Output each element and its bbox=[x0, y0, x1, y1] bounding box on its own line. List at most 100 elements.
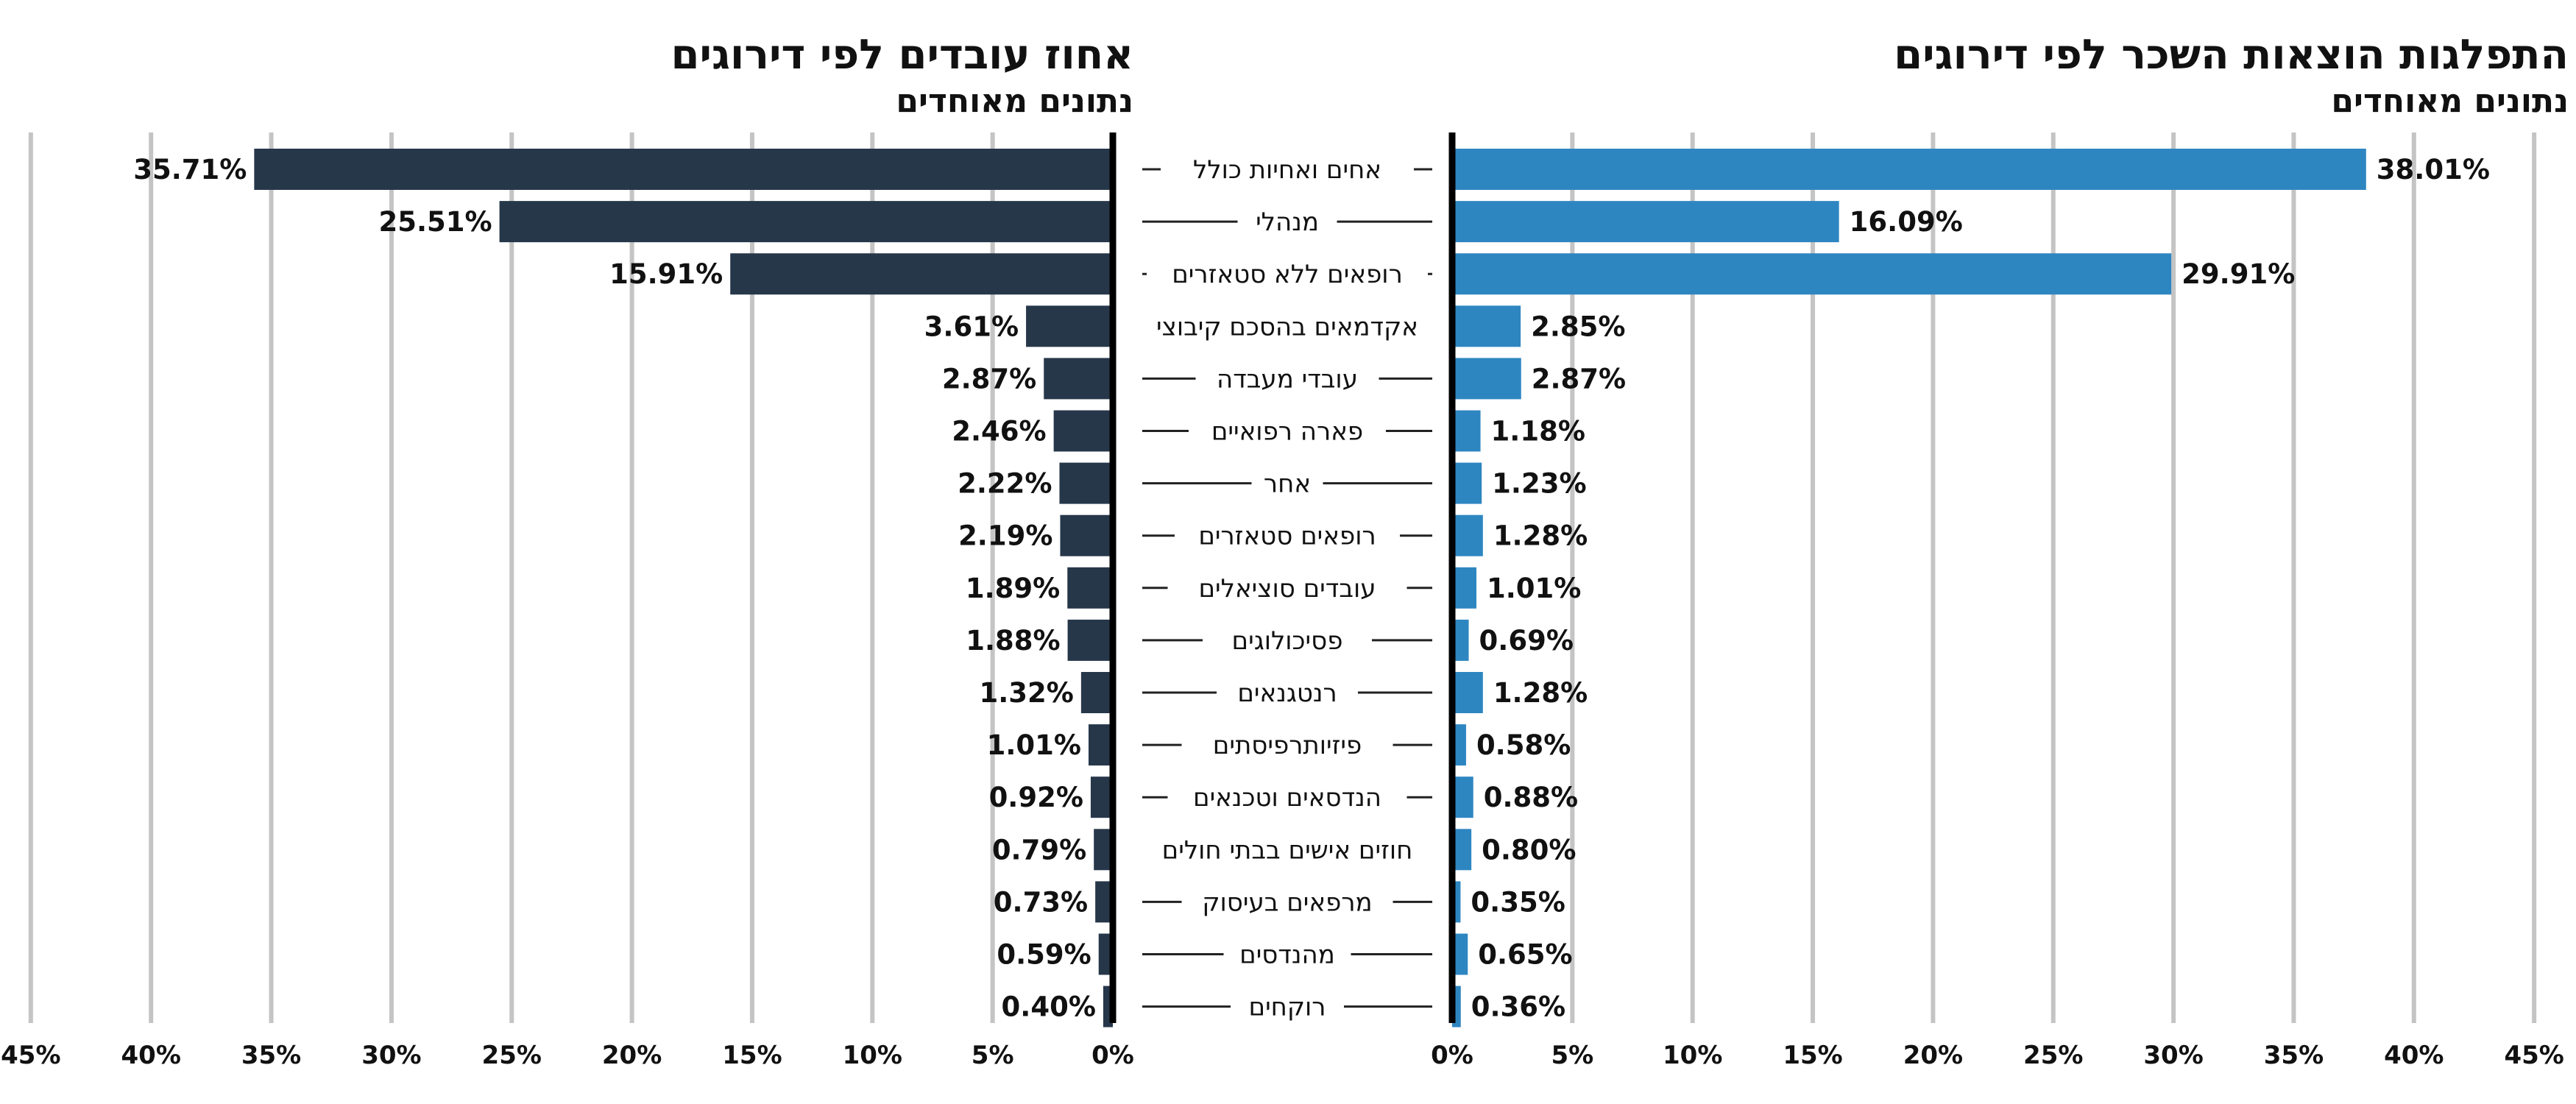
right-bar-value-label: 1.18% bbox=[1491, 416, 1585, 447]
left-bar-value-label: 0.40% bbox=[1002, 991, 1096, 1023]
right-x-tick-label: 35% bbox=[2264, 1041, 2324, 1070]
left-bar-value-label: 1.32% bbox=[980, 677, 1074, 709]
right-bar-value-label: 38.01% bbox=[2377, 154, 2490, 185]
category-label: חוזים אישים בבתי חולים bbox=[1162, 835, 1413, 865]
category-label-backdrop bbox=[1217, 676, 1358, 709]
right-bar bbox=[1452, 619, 1469, 661]
category-label: הנדסאים וטכנאים bbox=[1193, 783, 1381, 813]
category-label: מרפאים בעיסוק bbox=[1202, 888, 1372, 917]
left-bar-value-label: 2.22% bbox=[958, 468, 1052, 500]
left-x-tick-label: 0% bbox=[1091, 1041, 1134, 1070]
left-bar bbox=[1098, 933, 1113, 975]
category-label-backdrop bbox=[1203, 623, 1372, 657]
right-bar-value-label: 0.69% bbox=[1479, 625, 1574, 657]
left-bar-value-label: 0.92% bbox=[989, 782, 1083, 813]
right-bar-value-label: 2.85% bbox=[1531, 311, 1625, 342]
category-label-backdrop bbox=[1167, 571, 1407, 604]
right-bar bbox=[1452, 776, 1473, 818]
right-bar bbox=[1452, 881, 1461, 923]
right-chart-subtitle: נתונים מאוחדים bbox=[2331, 82, 2569, 120]
left-bar-value-label: 2.46% bbox=[952, 416, 1046, 447]
right-bar-value-label: 29.91% bbox=[2182, 258, 2295, 290]
left-bar-value-label: 1.89% bbox=[966, 573, 1060, 604]
category-label-backdrop bbox=[1195, 362, 1379, 395]
category-label-backdrop bbox=[1133, 310, 1442, 343]
left-bar bbox=[1060, 514, 1113, 556]
category-label-backdrop bbox=[1181, 885, 1393, 919]
left-bar-value-label: 1.01% bbox=[987, 729, 1081, 761]
right-bar-value-label: 0.35% bbox=[1471, 886, 1565, 918]
right-bar bbox=[1452, 149, 2366, 190]
right-x-tick-label: 5% bbox=[1551, 1041, 1593, 1070]
right-x-tick-label: 45% bbox=[2504, 1041, 2563, 1070]
right-bar-value-label: 1.28% bbox=[1493, 677, 1588, 709]
right-bar-value-label: 0.36% bbox=[1471, 991, 1565, 1023]
left-bar bbox=[1067, 619, 1113, 661]
left-bar-value-label: 35.71% bbox=[133, 154, 247, 185]
right-bar bbox=[1452, 933, 1468, 975]
category-label-backdrop bbox=[1189, 414, 1386, 447]
left-bar bbox=[499, 201, 1113, 243]
right-bar-value-label: 0.58% bbox=[1476, 729, 1571, 761]
category-label: מהנדסים bbox=[1239, 941, 1335, 970]
left-chart-subtitle: נתונים מאוחדים bbox=[896, 82, 1133, 120]
right-bar-value-label: 1.23% bbox=[1492, 468, 1586, 500]
category-label: פארה רפואיים bbox=[1211, 417, 1363, 447]
right-bar bbox=[1452, 253, 2172, 295]
right-x-tick-label: 15% bbox=[1783, 1041, 1842, 1070]
category-label: אחר bbox=[1264, 470, 1311, 499]
left-x-tick-label: 30% bbox=[361, 1041, 421, 1070]
category-label: רוקחים bbox=[1249, 993, 1326, 1022]
category-label-backdrop bbox=[1181, 729, 1393, 762]
left-bar bbox=[1067, 567, 1113, 609]
left-bar-value-label: 1.88% bbox=[966, 625, 1060, 657]
category-label: רנטגנאים bbox=[1237, 679, 1337, 708]
right-bar bbox=[1452, 201, 1839, 243]
right-bar bbox=[1452, 305, 1521, 347]
right-x-tick-label: 30% bbox=[2143, 1041, 2203, 1070]
right-bar bbox=[1452, 724, 1466, 766]
left-chart-title: אחוז עובדים לפי דירוגים bbox=[670, 31, 1134, 79]
category-label-backdrop bbox=[1231, 990, 1344, 1023]
right-chart-title: התפלגות הוצאות השכר לפי דירוגים bbox=[1894, 31, 2569, 79]
right-x-tick-label: 0% bbox=[1431, 1041, 1473, 1070]
category-label: אקדמאים בהסכם קיבוצי bbox=[1156, 312, 1418, 342]
category-label-backdrop bbox=[1223, 938, 1351, 971]
right-bar bbox=[1452, 567, 1476, 609]
right-bar-value-label: 16.09% bbox=[1850, 206, 1963, 238]
category-label: רופאים ללא סטאזרים bbox=[1172, 260, 1403, 289]
left-bar-value-label: 0.73% bbox=[994, 886, 1088, 918]
left-bar bbox=[1044, 358, 1113, 400]
left-x-tick-label: 20% bbox=[602, 1041, 662, 1070]
left-bar-value-label: 0.59% bbox=[997, 939, 1091, 971]
category-label: עובדי מעבדה bbox=[1217, 364, 1358, 394]
right-bar bbox=[1452, 410, 1481, 452]
left-x-tick-label: 15% bbox=[722, 1041, 782, 1070]
category-label: עובדים סוציאלים bbox=[1198, 574, 1376, 604]
left-bar bbox=[1095, 881, 1113, 923]
left-x-tick-label: 40% bbox=[121, 1041, 181, 1070]
category-label-backdrop bbox=[1167, 781, 1407, 814]
category-label-backdrop bbox=[1125, 833, 1449, 866]
category-label-backdrop bbox=[1251, 467, 1323, 500]
left-bar bbox=[1026, 305, 1113, 347]
right-bar-value-label: 2.87% bbox=[1532, 363, 1626, 394]
left-bar-value-label: 25.51% bbox=[378, 206, 492, 238]
left-x-tick-label: 35% bbox=[241, 1041, 301, 1070]
right-bar-value-label: 1.01% bbox=[1487, 573, 1581, 604]
category-label-backdrop bbox=[1147, 258, 1428, 291]
left-x-tick-label: 45% bbox=[1, 1041, 60, 1070]
right-bar bbox=[1452, 462, 1482, 504]
right-bar bbox=[1452, 358, 1521, 400]
left-bar-value-label: 2.87% bbox=[942, 363, 1036, 394]
left-bar bbox=[1080, 672, 1113, 713]
left-bar bbox=[1053, 410, 1113, 452]
left-x-tick-label: 5% bbox=[972, 1041, 1014, 1070]
category-label: אחים ואחיות כולל bbox=[1193, 155, 1381, 185]
left-bar bbox=[1089, 724, 1113, 766]
left-bar-value-label: 15.91% bbox=[609, 258, 723, 290]
right-x-tick-label: 20% bbox=[1903, 1041, 1963, 1070]
right-bar-value-label: 0.80% bbox=[1482, 834, 1576, 866]
right-bar bbox=[1452, 986, 1461, 1027]
